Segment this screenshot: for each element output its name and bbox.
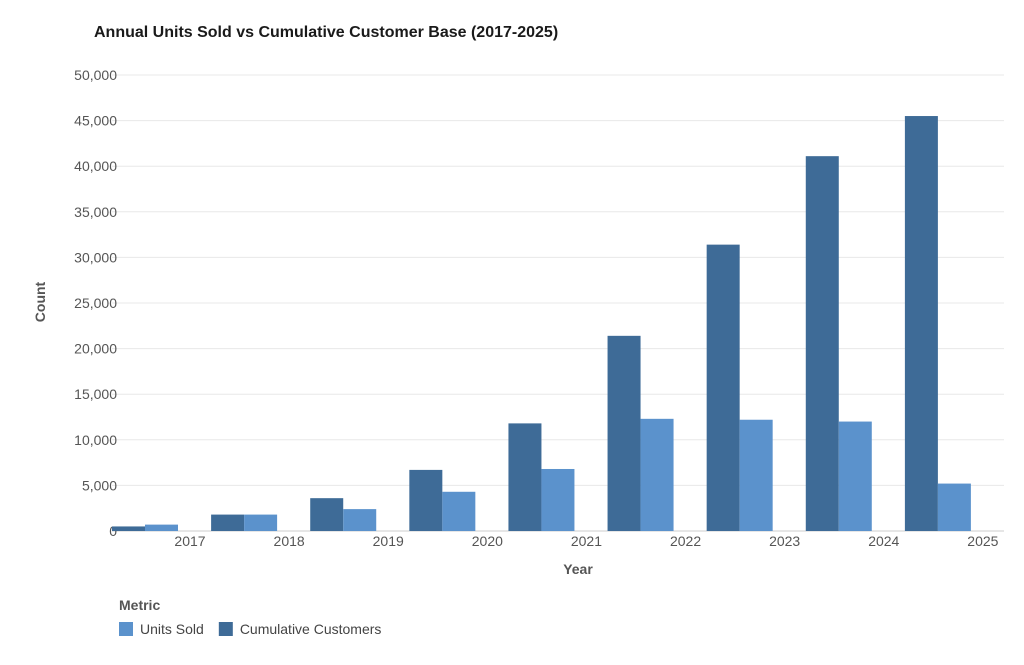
bar-units-sold [541,468,575,531]
bar-cumulative-customers [211,514,245,531]
bar-units-sold [640,418,674,531]
x-tick-label: 2019 [373,533,404,549]
legend: Metric Units Sold Cumulative Customers [119,597,381,637]
bar-cumulative-customers [805,156,839,531]
y-tick-label: 50,000 [74,67,117,83]
bar-units-sold [145,524,178,531]
bar-units-sold [442,491,476,531]
bar-units-sold [838,421,872,531]
x-tick-label: 2023 [769,533,800,549]
x-tick-label: 2021 [571,533,602,549]
y-tick-label: 30,000 [74,249,117,265]
x-axis-title: Year [563,561,593,577]
bar-cumulative-customers [409,469,443,531]
x-axis-ticks: 2017 2018 2019 2020 2021 2022 2023 2024 2025 [174,533,998,549]
bar-cumulative-customers [607,335,641,531]
y-tick-label: 40,000 [74,158,117,174]
x-tick-label: 2018 [274,533,305,549]
chart-title: Annual Units Sold vs Cumulative Customer… [94,24,558,41]
bar-units-sold [343,509,377,531]
y-tick-label: 25,000 [74,295,117,311]
bar-cumulative-customers [508,423,542,531]
legend-label: Units Sold [140,621,204,637]
x-tick-label: 2025 [967,533,998,549]
bar-units-sold [937,483,971,531]
y-tick-label: 35,000 [74,204,117,220]
y-tick-label: 20,000 [74,341,117,357]
legend-items: Units Sold Cumulative Customers [119,621,381,637]
bar-cumulative-customers [112,526,145,531]
bar-units-sold [244,514,278,531]
legend-title: Metric [119,597,160,613]
x-tick-label: 2022 [670,533,701,549]
bar-cumulative-customers [310,498,344,531]
x-tick-label: 2020 [472,533,503,549]
legend-swatch [218,622,233,636]
y-tick-label: 10,000 [74,432,117,448]
x-tick-label: 2017 [174,533,205,549]
x-tick-label: 2024 [868,533,899,549]
bar-cumulative-customers [706,244,740,531]
bar-units-sold [739,419,773,531]
y-tick-label: 5,000 [82,477,117,493]
grid-lines [112,74,1004,532]
bar-cumulative-customers [904,116,938,531]
legend-label: Cumulative Customers [240,621,382,637]
bars [112,116,971,531]
y-axis-ticks: 05,00010,00015,00020,00025,00030,00035,0… [74,67,117,539]
y-tick-label: 45,000 [74,113,117,129]
y-axis-title: Count [32,281,48,322]
legend-swatch [119,622,133,636]
y-tick-label: 15,000 [74,386,117,402]
